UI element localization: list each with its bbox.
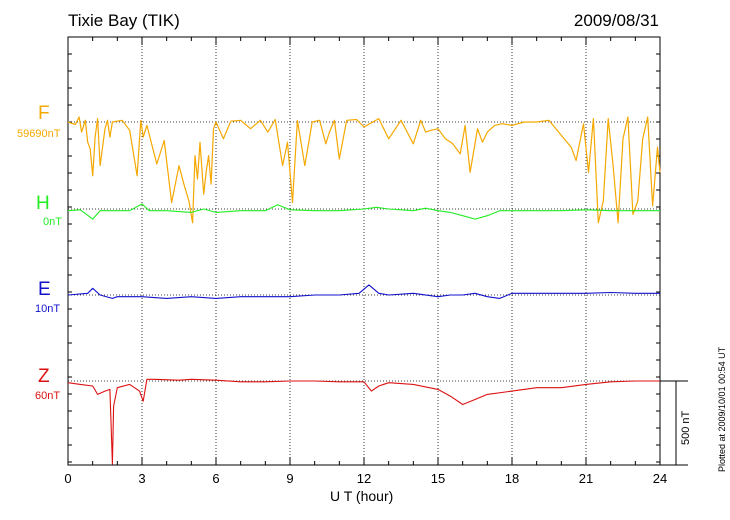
scale-bar-label: 500 nT <box>680 410 692 445</box>
series-label-z: Z <box>38 366 50 387</box>
x-tick-label: 0 <box>64 471 71 486</box>
series-label-e: E <box>38 279 51 300</box>
x-tick-label: 24 <box>653 471 667 486</box>
baseline-label-z: 60nT <box>35 390 61 402</box>
baseline-label-f: 59690nT <box>17 128 61 140</box>
x-tick-label: 9 <box>286 471 293 486</box>
x-tick-label: 15 <box>431 471 445 486</box>
x-tick-label: 12 <box>357 471 371 486</box>
series-line-z <box>67 378 660 465</box>
x-axis-label: U T (hour) <box>330 488 394 504</box>
x-tick-label: 21 <box>579 471 593 486</box>
series-line-f <box>67 116 661 224</box>
x-tick-label: 3 <box>138 471 145 486</box>
series-label-f: F <box>38 103 50 124</box>
baseline-label-e: 10nT <box>35 303 61 315</box>
x-tick-label: 18 <box>505 471 519 486</box>
chart-title: Tixie Bay (TIK) <box>68 11 180 30</box>
series-label-h: H <box>36 193 50 214</box>
chart-date: 2009/08/31 <box>573 11 659 30</box>
x-tick-label: 6 <box>212 471 219 486</box>
series-line-e <box>67 284 660 299</box>
series-line-h <box>67 203 660 220</box>
plotted-at-note: Plotted at 2009/10/01 00:54 UT <box>717 346 727 472</box>
baseline-label-h: 0nT <box>43 216 62 228</box>
